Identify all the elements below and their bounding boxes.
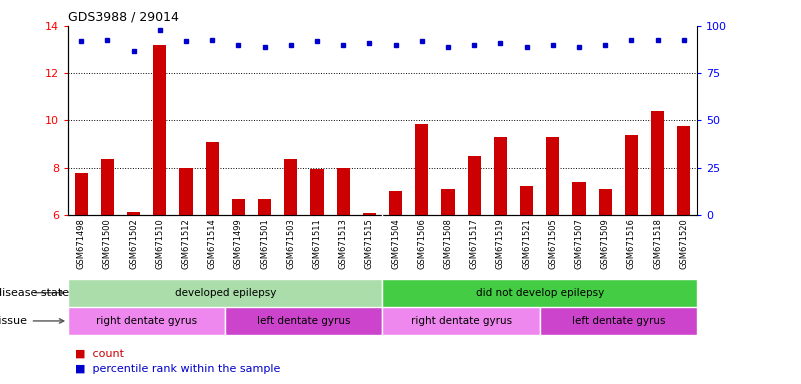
Text: ■  percentile rank within the sample: ■ percentile rank within the sample — [68, 364, 280, 374]
Bar — [546, 137, 559, 215]
Text: GSM671519: GSM671519 — [496, 218, 505, 268]
Text: did not develop epilepsy: did not develop epilepsy — [476, 288, 604, 298]
Bar — [540, 307, 697, 335]
Bar — [598, 189, 612, 215]
Text: GSM671516: GSM671516 — [627, 218, 636, 269]
Text: GSM671503: GSM671503 — [286, 218, 296, 269]
Bar — [179, 167, 192, 215]
Bar — [389, 191, 402, 215]
Bar — [74, 174, 88, 215]
Bar — [206, 142, 219, 215]
Text: GSM671521: GSM671521 — [522, 218, 531, 268]
Bar — [677, 126, 690, 215]
Text: disease state: disease state — [0, 288, 69, 298]
Bar — [336, 167, 350, 215]
Bar — [153, 45, 167, 215]
Text: left dentate gyrus: left dentate gyrus — [257, 316, 351, 326]
Bar — [494, 137, 507, 215]
Text: GSM671510: GSM671510 — [155, 218, 164, 268]
Text: GSM671505: GSM671505 — [548, 218, 557, 268]
Bar — [311, 169, 324, 215]
Bar — [415, 124, 429, 215]
Text: right dentate gyrus: right dentate gyrus — [411, 316, 512, 326]
Text: GSM671504: GSM671504 — [391, 218, 400, 268]
Bar — [284, 159, 297, 215]
Text: GSM671499: GSM671499 — [234, 218, 243, 268]
Bar — [520, 186, 533, 215]
Text: GSM671512: GSM671512 — [182, 218, 191, 268]
Text: GSM671501: GSM671501 — [260, 218, 269, 268]
Bar — [258, 199, 271, 215]
Text: GSM671500: GSM671500 — [103, 218, 112, 268]
Text: GSM671498: GSM671498 — [77, 218, 86, 269]
Bar — [101, 159, 114, 215]
Bar — [127, 212, 140, 215]
Bar — [573, 182, 586, 215]
Bar — [468, 156, 481, 215]
Text: developed epilepsy: developed epilepsy — [175, 288, 276, 298]
Text: GSM671509: GSM671509 — [601, 218, 610, 268]
Text: GSM671507: GSM671507 — [574, 218, 583, 269]
Bar — [363, 214, 376, 215]
Text: GSM671513: GSM671513 — [339, 218, 348, 269]
Text: GDS3988 / 29014: GDS3988 / 29014 — [68, 11, 179, 24]
Text: tissue: tissue — [0, 316, 64, 326]
Text: GSM671518: GSM671518 — [653, 218, 662, 269]
Bar — [68, 307, 225, 335]
Bar — [651, 111, 664, 215]
Text: GSM671515: GSM671515 — [365, 218, 374, 268]
Bar — [68, 278, 383, 307]
Text: right dentate gyrus: right dentate gyrus — [96, 316, 197, 326]
Bar — [225, 307, 383, 335]
Bar — [383, 307, 540, 335]
Text: GSM671514: GSM671514 — [207, 218, 217, 268]
Text: ■  count: ■ count — [68, 349, 124, 359]
Bar — [625, 134, 638, 215]
Text: GSM671511: GSM671511 — [312, 218, 321, 268]
Text: left dentate gyrus: left dentate gyrus — [572, 316, 665, 326]
Bar — [441, 189, 454, 215]
Text: GSM671508: GSM671508 — [444, 218, 453, 269]
Text: GSM671506: GSM671506 — [417, 218, 426, 269]
Text: GSM671502: GSM671502 — [129, 218, 138, 268]
Text: GSM671517: GSM671517 — [469, 218, 479, 269]
Bar — [231, 199, 245, 215]
Text: GSM671520: GSM671520 — [679, 218, 688, 268]
Bar — [383, 278, 697, 307]
